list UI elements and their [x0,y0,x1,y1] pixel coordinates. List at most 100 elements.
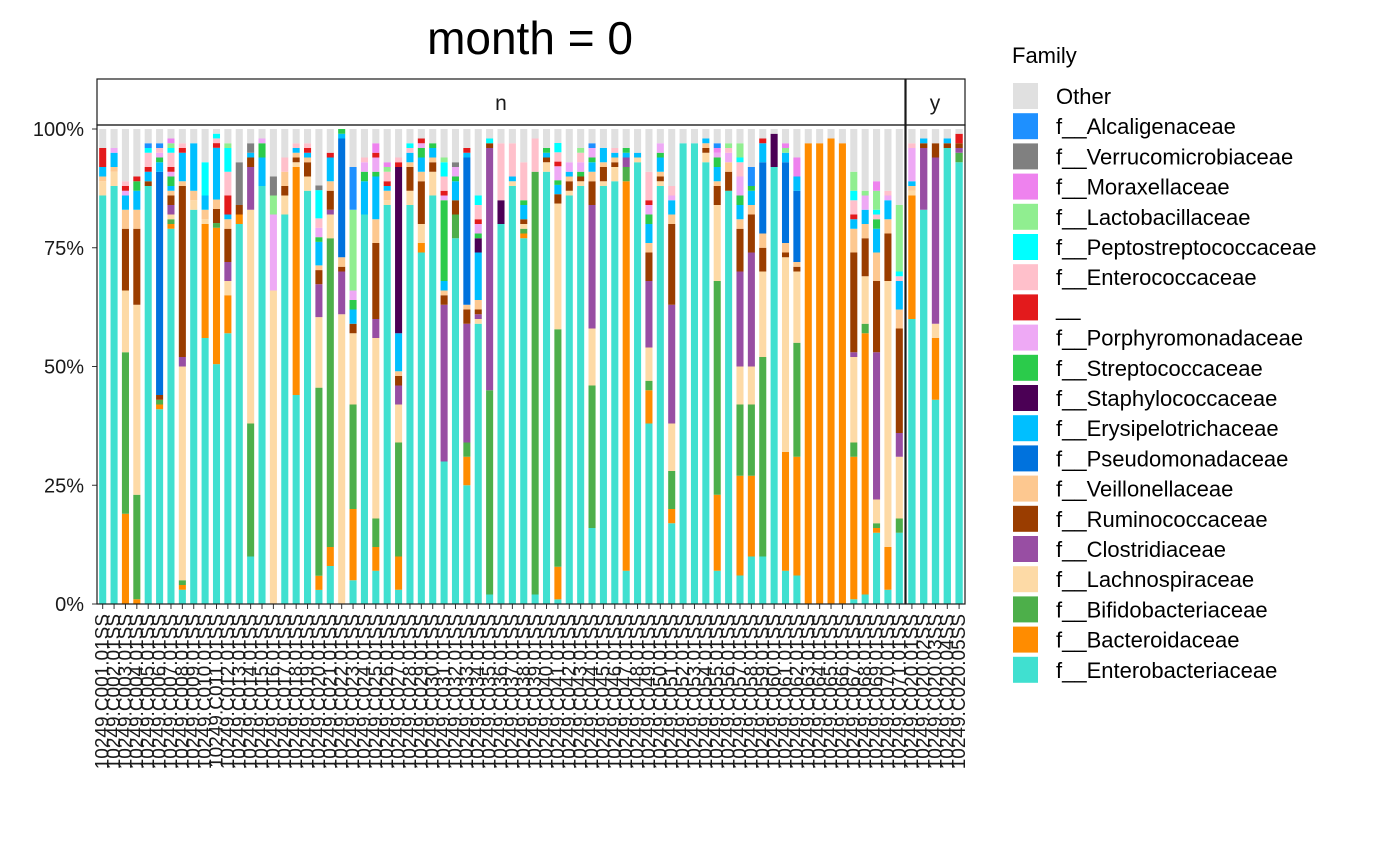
panel-n-bar-46-segment-f-lachnospiraceae [611,167,619,182]
panel-n-bar-69-segment-f-erysipelotrichaceae [873,228,881,253]
panel-n-bar-25-segment-f-streptococcaceae [372,171,380,177]
panel-n-bar-12-segment-f-lachnospiraceae [224,281,232,296]
panel-n-bar-62-segment-f-erysipelotrichaceae [793,176,801,191]
panel-n-bar-15-segment-f-streptococcaceae [258,143,266,158]
panel-n-bar-51-segment-f-enterococcaceae [668,186,676,196]
panel-n-bar-6-segment-f-bifidobacteriaceae [156,399,164,405]
legend-label-9: f__Porphyromonadaceae [1056,326,1303,351]
panel-n-bar-7-segment-f-clostridiaceae [167,205,175,215]
panel-n-bar-37-segment-other [508,129,516,144]
panel-n-bar-69-segment-f-lactobacillaceae [873,190,881,210]
panel-n-bar-7-segment-f-enterobacteriaceae [167,228,175,604]
panel-n-bar-34-segment- [474,219,482,224]
panel-n-bar-71-segment-f-erysipelotrichaceae [895,281,903,310]
panel-n-bar-71-segment-f-ruminococcaceae [895,328,903,433]
panel-n-x-tick-label-46: 10249.C046.01SS [605,614,626,769]
panel-n-bar-19-segment-f-enterobacteriaceae [304,190,312,604]
panel-n-bar-57-segment-f-enterobacteriaceae [736,575,744,604]
panel-n-bar-51-segment-f-clostridiaceae [668,304,676,424]
panel-n-bar-8-segment-f-lachnospiraceae [178,366,186,581]
panel-n-bar-57-segment-f-lactobacillaceae [736,143,744,158]
panel-n-bar-18-segment-f-ruminococcaceae [292,157,300,163]
panel-n-bar-69-segment-f-bifidobacteriaceae [873,523,881,528]
panel-n-bar-7-segment-f-enterococcaceae [167,152,175,167]
panel-n-bar-32-segment-f-porphyromonadaceae [451,167,460,177]
panel-n-bar-41-segment-f-ruminococcaceae [554,194,562,204]
panel-n-bar-12-segment-f-peptostreptococcaceae [224,148,232,172]
panel-n-bar-6-segment-f-streptococcaceae [156,157,164,163]
panel-n-bar-67-segment- [850,214,858,220]
panel-n-bar-5-segment-f-peptostreptococcaceae [144,148,152,153]
panel-n-bar-44-segment-f-veillonellaceae [588,171,596,182]
panel-n-bar-57-segment-f-ruminococcaceae [736,228,744,272]
legend-swatch-20 [1013,656,1038,683]
panel-y-bar-3-segment-f-ruminococcaceae [931,143,940,158]
panel-n-bar-23-segment-other [349,129,357,167]
panel-n-bar-13-segment-f-bacteroidaceae [235,214,243,224]
legend-label-10: f__Streptococcaceae [1056,356,1263,381]
panel-n-bar-57-segment-f-porphyromonadaceae [736,176,744,196]
panel-n-bar-55-segment-f-alcaligenaceae [713,143,721,148]
panel-y-bar-5-segment- [955,133,963,144]
panel-n-bar-17-segment-f-lachnospiraceae [281,195,289,215]
panel-n-bar-34-segment-f-enterobacteriaceae [474,323,482,604]
panel-n-x-tick-label-35: 10249.C035.01SS [480,614,501,769]
panel-y-bar-5-segment-f-enterobacteriaceae [955,162,963,604]
panel-n-bar-27-segment-f-staphylococcaceae [395,167,403,334]
panel-n-x-tick-label-64: 10249.C064.01SS [810,614,831,769]
panel-n-bar-71-segment-f-veillonellaceae [895,309,903,329]
panel-n-bar-43-segment-f-porphyromonadaceae [577,162,585,172]
panel-n-x-tick-label-24: 10249.C024.01SS [354,614,375,769]
legend-swatch-3 [1013,143,1038,170]
panel-n-bar-41-segment-f-streptococcaceae [554,180,562,185]
panel-n-bar-7-segment-f-moraxellaceae [167,138,175,144]
panel-n-bar-62-segment-f-veillonellaceae [793,262,801,267]
panel-n-bar-47-segment-f-clostridiaceae [622,157,630,167]
panel-n-bar-54-segment-f-veillonellaceae [702,143,710,148]
panel-n-bar-40-segment-f-erysipelotrichaceae [542,152,551,158]
panel-n-bar-38-segment-f-ruminococcaceae [520,219,528,224]
panel-n-bar-70-segment-f-enterococcaceae [884,190,892,196]
panel-n-bar-18-segment-f-bacteroidaceae [292,167,300,395]
panel-n-bar-7-segment-f-streptococcaceae [167,176,175,186]
panel-n-x-tick-label-5: 10249.C005.01SS [138,614,159,769]
panel-n-x-tick-label-14: 10249.C014.01SS [241,614,262,769]
panel-y-bar-2-segment-other [920,129,928,139]
panel-n-bar-27-segment-f-bifidobacteriaceae [395,442,403,557]
panel-n-bar-57-segment-f-veillonellaceae [736,219,744,229]
panel-n-bar-31-segment-f-lactobacillaceae [440,157,448,163]
panel-n-bar-8-segment-f-enterobacteriaceae [178,589,186,604]
panel-n-bar-10-segment-f-peptostreptococcaceae [201,162,209,196]
panel-n-bar-57-segment-f-lachnospiraceae [736,366,744,405]
legend-swatch-9 [1013,324,1038,351]
panel-n-bar-3-segment-f-lachnospiraceae [121,290,129,353]
panel-y-x-tick-label-3: 10249.C020.03SS [926,614,947,769]
y-tick-label-3: 75% [44,238,84,260]
panel-n-bar-59-segment-f-lachnospiraceae [759,271,767,357]
panel-n-bar-47-segment-other [622,129,630,148]
panel-y-x-tick-label-1: 10249.C020.01SS [902,614,923,769]
panel-n-bar-18-segment-f-lachnospiraceae [292,162,300,167]
panel-n-x-tick-label-59: 10249.C059.01SS [753,614,774,769]
panel-n-x-tick-label-70: 10249.C070.01SS [878,614,899,769]
panel-n-bar-7-segment- [167,167,175,172]
panel-n-bar-30-segment-f-veillonellaceae [429,157,437,163]
legend-label-8: __ [1055,295,1081,320]
panel-n-bar-21-segment-f-veillonellaceae [326,181,334,191]
panel-n-bar-61-segment-f-moraxellaceae [781,143,790,148]
panel-n-bar-20-segment-f-lachnospiraceae [315,317,323,388]
panel-n-bar-49-segment-f-clostridiaceae [645,281,653,348]
panel-n-bar-31-segment-f-enterobacteriaceae [440,461,448,604]
panel-n-bar-47-segment-f-streptococcaceae [622,148,630,153]
panel-n-bar-4-segment-other [133,129,141,177]
panel-n-bar-42-segment-f-porphyromonadaceae [565,162,573,172]
panel-n-bar-71-segment-f-peptostreptococcaceae [895,271,903,277]
panel-n-bar-1-segment-f-veillonellaceae [99,176,107,182]
panel-n-bar-47-segment-f-bacteroidaceae [622,181,630,571]
panel-n-bar-53-segment-f-enterobacteriaceae [690,143,698,604]
panel-n-bar-1-segment-f-erysipelotrichaceae [99,167,107,177]
panel-n-bar-70-segment-f-veillonellaceae [884,219,892,234]
panel-n-bar-46-segment-f-enterobacteriaceae [611,181,619,604]
panel-n-bar-51-segment-f-erysipelotrichaceae [668,200,676,215]
panel-n-x-tick-label-29: 10249.C029.01SS [411,614,432,769]
